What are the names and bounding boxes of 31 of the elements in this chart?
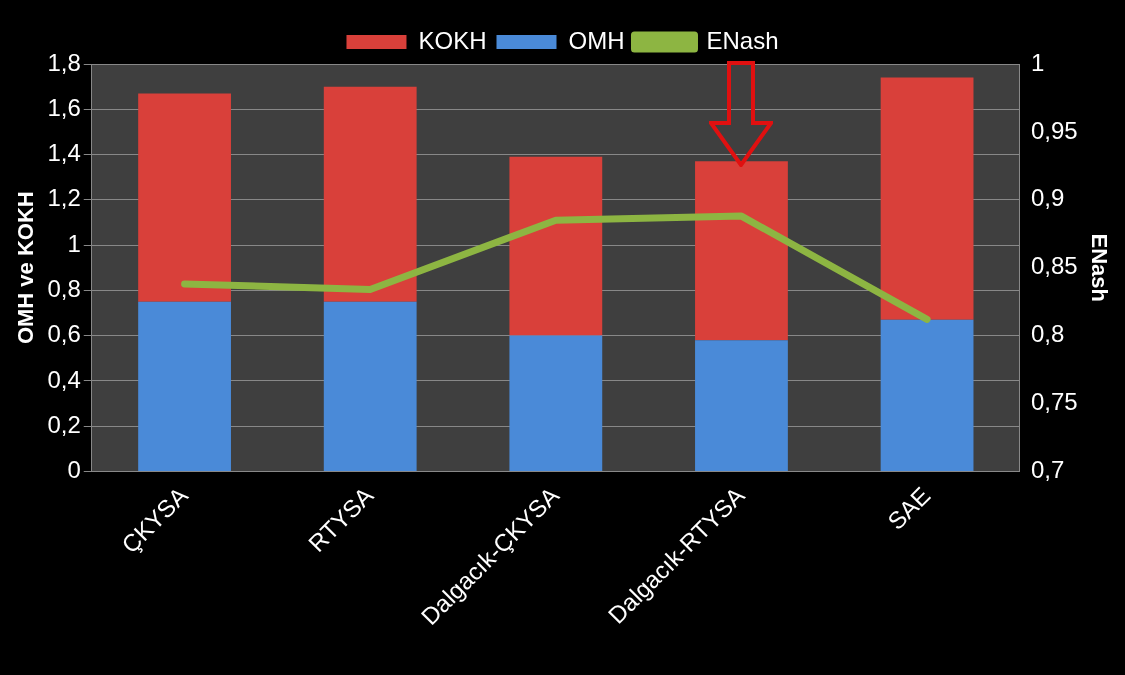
y-tick-label: 1,8 [47, 48, 81, 76]
y-tick-label: 0,4 [47, 365, 81, 393]
y-tick-label: 0,6 [47, 320, 81, 348]
y2-tick-label: 0,75 [1030, 388, 1078, 416]
bar [695, 340, 788, 471]
legend-label: ENash [706, 26, 779, 54]
y2-tick-label: 1 [1030, 48, 1045, 76]
bar [880, 77, 974, 320]
y-tick-label: 1,6 [47, 93, 81, 121]
y2-tick-label: 0,7 [1030, 456, 1065, 484]
bar [138, 93, 231, 302]
legend-label: KOKH [418, 26, 487, 54]
y-tick-label: 0,2 [47, 410, 81, 438]
y-axis-title: OMH ve KOKH [13, 191, 39, 345]
y-tick-label: 1,4 [47, 139, 81, 167]
y-tick-label: 0 [67, 456, 81, 484]
y-tick-label: 1,2 [47, 184, 81, 212]
y-tick-label: 0,8 [47, 274, 81, 302]
bar [509, 156, 603, 336]
y2-tick-label: 0,85 [1030, 252, 1078, 280]
y2-tick-label: 0,95 [1030, 116, 1078, 144]
bar [323, 301, 417, 471]
y2-tick-label: 0,8 [1030, 320, 1065, 348]
y-tick-label: 1 [67, 229, 81, 257]
bar [138, 301, 231, 471]
bar [509, 335, 603, 471]
y2-axis-title: ENash [1086, 233, 1112, 302]
bar [323, 86, 417, 302]
legend-label: OMH [568, 26, 625, 54]
y2-tick-label: 0,9 [1030, 184, 1065, 212]
bar [880, 319, 974, 471]
